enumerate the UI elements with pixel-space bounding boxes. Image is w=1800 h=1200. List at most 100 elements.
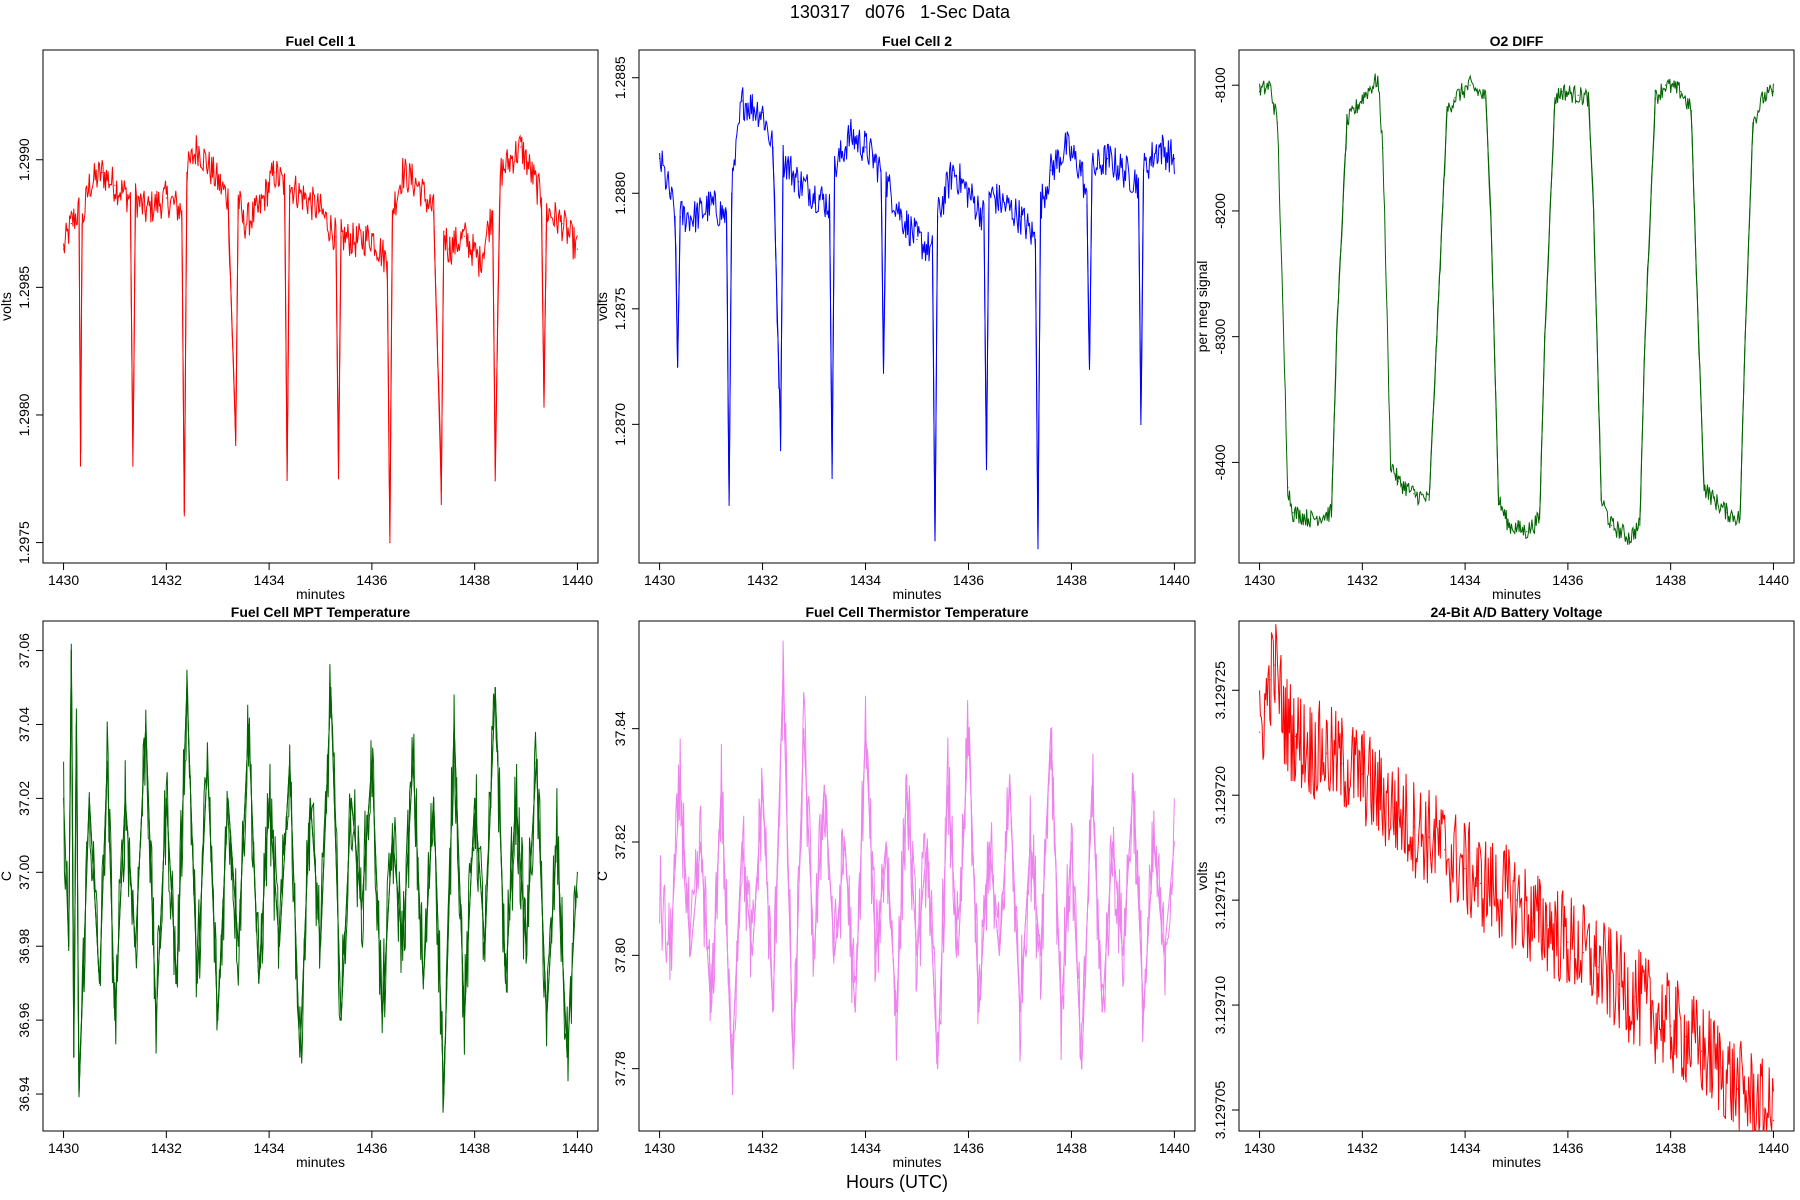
y-tick-label: 37.04 — [16, 707, 32, 742]
data-point — [1531, 920, 1533, 922]
spike-line — [278, 761, 301, 1058]
y-tick-label: -8400 — [1212, 444, 1228, 480]
spike-line — [556, 835, 578, 1058]
x-tick-label: 1432 — [151, 572, 182, 588]
data-point — [695, 215, 697, 217]
data-point — [145, 210, 147, 212]
spike-line — [135, 724, 157, 1021]
data-point — [1292, 512, 1294, 514]
data-point — [63, 248, 65, 250]
spike-line — [1050, 728, 1072, 1013]
data-point — [1495, 889, 1497, 891]
data-point — [659, 158, 661, 160]
data-point — [1397, 480, 1399, 482]
data-point — [1294, 735, 1297, 738]
data-point — [1310, 748, 1312, 750]
data-point — [520, 146, 522, 148]
data-point — [1634, 996, 1636, 998]
data-point — [1577, 94, 1579, 96]
spike-line — [998, 785, 1021, 1013]
spike-line — [674, 216, 681, 367]
data-point — [576, 248, 579, 250]
y-tick-label: 37.82 — [612, 824, 628, 859]
data-point — [417, 184, 419, 186]
data-point — [1479, 882, 1482, 884]
plot-frame — [1238, 49, 1795, 564]
x-tick-label: 1440 — [1159, 572, 1190, 588]
data-point — [762, 111, 764, 113]
x-tick-label: 1430 — [1244, 572, 1275, 588]
spike-line — [829, 170, 836, 464]
data-point — [1276, 122, 1279, 124]
spike-line — [433, 210, 445, 492]
data-point — [355, 240, 358, 242]
data-point — [1003, 204, 1006, 206]
data-point — [1392, 807, 1394, 809]
plot-frame — [638, 620, 1196, 1132]
x-tick-label: 1436 — [953, 1140, 984, 1156]
x-tick-label: 1434 — [1450, 1140, 1481, 1156]
data-point — [1269, 679, 1271, 681]
x-tick-label: 1436 — [1552, 572, 1583, 588]
data-point — [319, 210, 322, 212]
data-point — [1562, 90, 1564, 93]
panel-title: Fuel Cell 1 — [285, 33, 355, 49]
y-axis-label: C — [594, 871, 610, 881]
spike-line — [129, 197, 136, 467]
data-point — [1454, 97, 1456, 99]
data-point — [1713, 499, 1715, 501]
plot-frame — [42, 620, 599, 1132]
data-point — [1325, 752, 1327, 754]
data-point — [1173, 158, 1175, 160]
data-point — [561, 223, 563, 225]
x-tick-label: 1430 — [48, 1140, 79, 1156]
x-tick-label: 1434 — [1450, 572, 1481, 588]
data-point — [1680, 90, 1682, 93]
data-point — [212, 171, 214, 174]
data-point — [114, 184, 116, 186]
data-point — [1269, 84, 1271, 86]
data-point — [1310, 518, 1312, 520]
series-line-fuel-cell-1 — [63, 134, 578, 536]
spike-line — [1539, 97, 1556, 520]
data-point — [1377, 794, 1379, 796]
spike-line — [880, 170, 887, 367]
data-point — [1444, 849, 1446, 851]
x-tick-label: 1430 — [48, 572, 79, 588]
spike-line — [931, 216, 939, 540]
spike-line — [1122, 785, 1144, 1013]
data-point — [669, 192, 671, 194]
y-tick-label: 1.2975 — [16, 521, 32, 564]
data-point — [741, 100, 743, 102]
x-tick-label: 1438 — [1655, 1140, 1686, 1156]
spike-line — [1034, 204, 1042, 540]
spike-line — [492, 172, 501, 467]
data-point — [402, 171, 404, 174]
spike-line — [1690, 110, 1705, 488]
spike-line — [854, 728, 877, 1013]
spike-line — [1485, 97, 1499, 501]
plot-frame — [1238, 620, 1795, 1132]
data-point — [1618, 983, 1620, 985]
data-point — [165, 197, 167, 199]
x-tick-label: 1434 — [254, 1140, 285, 1156]
data-point — [1629, 537, 1631, 539]
data-point — [304, 197, 306, 199]
data-point — [1361, 773, 1363, 775]
y-tick-label: 37.80 — [612, 938, 628, 973]
data-point — [1050, 169, 1052, 171]
data-point — [1598, 966, 1600, 968]
x-tick-label: 1436 — [356, 572, 387, 588]
spike-line — [1112, 785, 1134, 956]
x-tick-label: 1438 — [459, 1140, 490, 1156]
data-point — [1287, 487, 1289, 489]
y-tick-label: 1.2875 — [612, 287, 628, 330]
data-point — [1264, 710, 1266, 712]
data-point — [813, 192, 815, 194]
x-tick-label: 1434 — [254, 572, 285, 588]
data-point — [1428, 836, 1430, 838]
panel-title: O2 DIFF — [1490, 33, 1544, 49]
y-tick-label: 3.129715 — [1212, 871, 1228, 930]
x-tick-label: 1432 — [747, 572, 778, 588]
